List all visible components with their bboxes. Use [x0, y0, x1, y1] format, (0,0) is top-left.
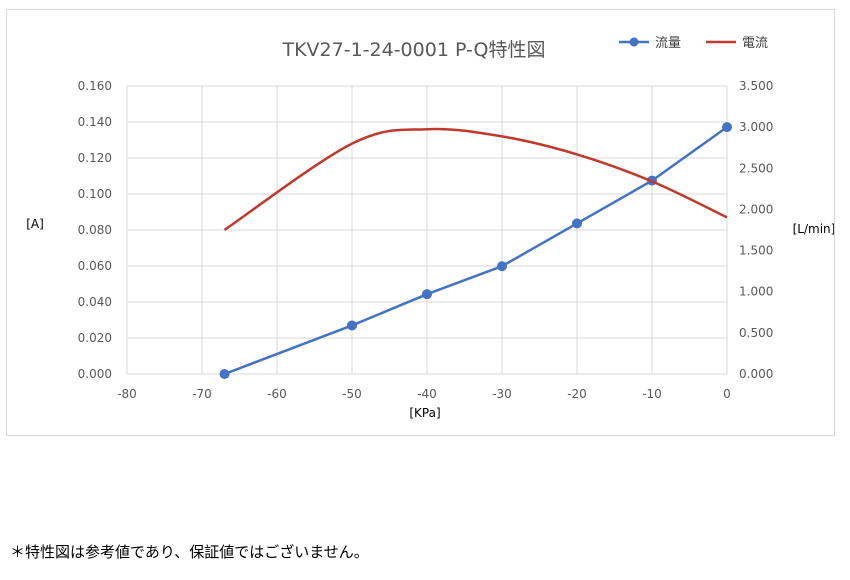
x-tick-label: -70: [192, 387, 212, 401]
y-axis-left-title: [A]: [26, 217, 44, 231]
data-point-flow: [497, 261, 507, 272]
data-point-flow: [572, 218, 582, 229]
y-right-tick-label: 1.500: [739, 244, 773, 258]
chart-title: TKV27-1-24-0001 P-Q特性図: [281, 39, 545, 61]
y-axis-right-title: [L/min]: [793, 222, 834, 236]
y-left-tick-label: 0.140: [78, 115, 112, 129]
disclaimer-footnote: ＊特性図は参考値であり、保証値ではございません。: [10, 543, 369, 561]
x-tick-label: -50: [342, 387, 362, 401]
y-left-tick-label: 0.000: [78, 367, 112, 381]
y-left-tick-label: 0.120: [78, 151, 112, 165]
y-left-tick-label: 0.060: [78, 259, 112, 273]
x-tick-label: -10: [642, 387, 662, 401]
x-tick-label: -30: [492, 387, 512, 401]
x-tick-label: -60: [267, 387, 287, 401]
y-right-tick-label: 0.500: [739, 326, 773, 340]
chart-frame: 0.000 0.020 0.040 0.060 0.080 0.100 0.120 0.140…: [6, 9, 835, 436]
y-left-tick-label: 0.100: [78, 187, 112, 201]
y-right-tick-label: 1.000: [739, 285, 773, 299]
y-left-tick-label: 0.040: [78, 295, 112, 309]
x-axis-title: [KPa]: [409, 406, 440, 420]
data-point-flow: [347, 320, 357, 331]
y-right-tick-label: 3.500: [739, 79, 773, 93]
x-tick-label: -20: [567, 387, 587, 401]
x-tick-label: -40: [417, 387, 437, 401]
y-left-tick-label: 0.020: [78, 331, 112, 345]
y-right-tick-label: 2.000: [739, 202, 773, 216]
legend: 流量 電流: [619, 36, 768, 51]
pq-chart: 0.000 0.020 0.040 0.060 0.080 0.100 0.120 0.140…: [26, 36, 834, 420]
series-line-current: [223, 127, 728, 232]
data-point-flow: [722, 122, 732, 133]
x-tick-label: -80: [117, 387, 137, 401]
axes: 0.000 0.020 0.040 0.060 0.080 0.100 0.120 0.140…: [78, 79, 774, 401]
legend-label-flow: 流量: [655, 36, 681, 51]
legend-item-flow: 流量: [619, 36, 681, 51]
y-right-tick-label: 2.500: [739, 161, 773, 175]
legend-label-current: 電流: [742, 36, 768, 51]
grid: [126, 85, 728, 375]
y-right-tick-label: 3.000: [739, 120, 773, 134]
data-point-flow: [422, 289, 432, 300]
y-right-tick-label: 0.000: [739, 367, 773, 381]
data-point-flow: [219, 369, 230, 379]
legend-item-current: 電流: [706, 36, 768, 51]
series: [219, 122, 732, 379]
y-left-tick-label: 0.160: [78, 79, 112, 93]
y-left-tick-label: 0.080: [78, 223, 112, 237]
x-tick-label: 0: [723, 387, 731, 401]
